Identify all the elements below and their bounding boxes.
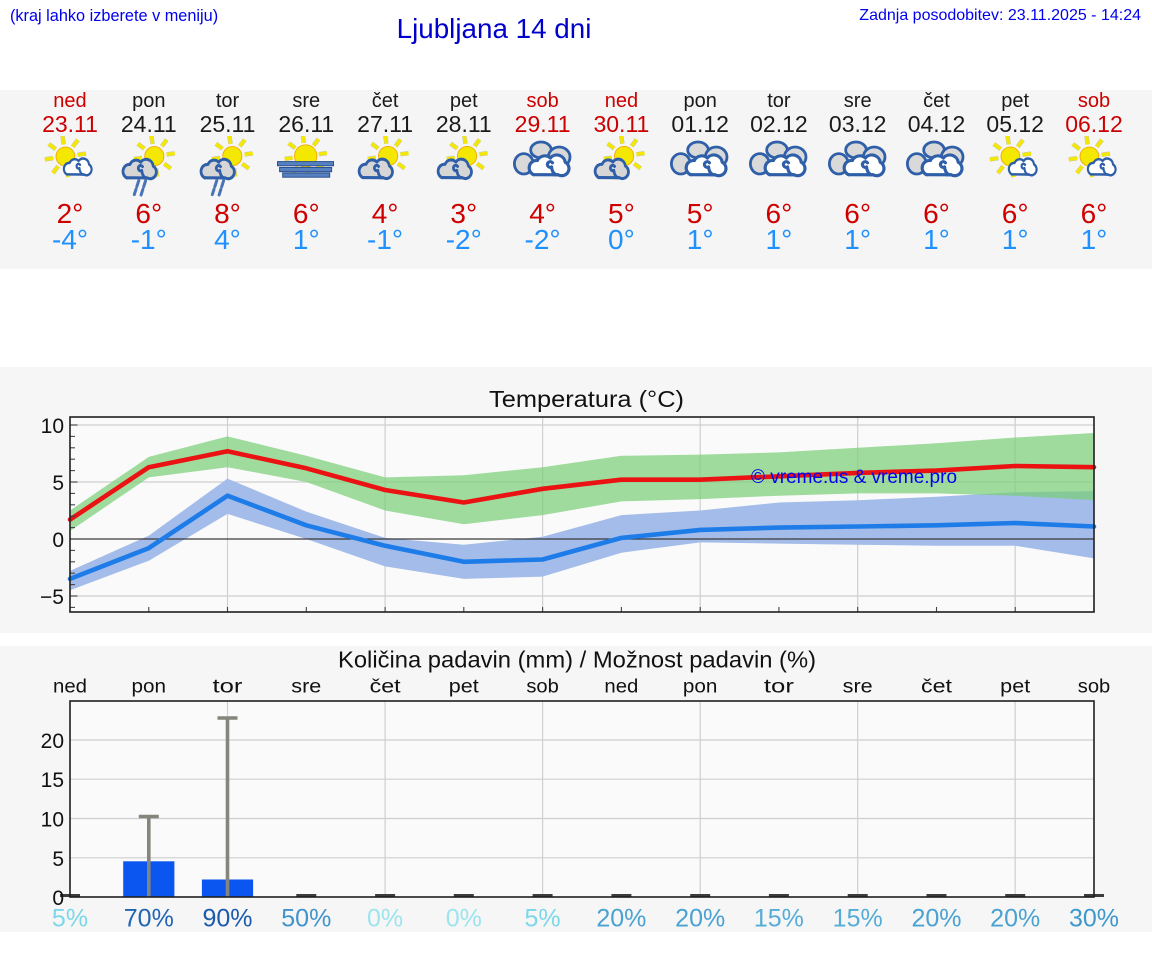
svg-text:50%: 50%: [281, 905, 331, 933]
svg-text:5%: 5%: [525, 905, 561, 933]
svg-text:20: 20: [41, 730, 64, 753]
svg-text:sre: sre: [843, 676, 873, 698]
svg-text:pon: pon: [132, 676, 167, 698]
svg-text:5: 5: [52, 848, 64, 871]
svg-text:pet: pet: [1000, 676, 1031, 698]
svg-text:20%: 20%: [911, 905, 961, 933]
svg-text:ned: ned: [53, 676, 87, 698]
svg-text:0%: 0%: [446, 905, 482, 933]
svg-text:čet: čet: [921, 676, 953, 698]
svg-text:70%: 70%: [124, 905, 174, 933]
svg-text:pet: pet: [449, 676, 480, 698]
svg-text:ned: ned: [604, 676, 638, 698]
svg-text:20%: 20%: [990, 905, 1040, 933]
svg-text:© vreme.us & vreme.pro: © vreme.us & vreme.pro: [751, 467, 957, 488]
svg-text:15%: 15%: [833, 905, 883, 933]
svg-text:30%: 30%: [1069, 905, 1119, 933]
svg-text:tor: tor: [213, 676, 244, 698]
svg-text:Količina padavin (mm) / Možnos: Količina padavin (mm) / Možnost padavin …: [338, 647, 816, 673]
svg-text:10: 10: [41, 809, 64, 832]
svg-text:0%: 0%: [367, 905, 403, 933]
svg-text:10: 10: [41, 415, 64, 438]
svg-text:čet: čet: [370, 676, 402, 698]
svg-text:Temperatura (°C): Temperatura (°C): [489, 386, 684, 412]
svg-text:90%: 90%: [202, 905, 252, 933]
svg-text:0: 0: [52, 529, 64, 552]
svg-text:20%: 20%: [675, 905, 725, 933]
svg-text:−5: −5: [40, 586, 64, 609]
svg-text:15%: 15%: [754, 905, 804, 933]
svg-text:5%: 5%: [52, 905, 88, 933]
svg-text:sob: sob: [526, 676, 559, 698]
svg-text:0: 0: [52, 887, 64, 910]
svg-text:15: 15: [41, 769, 64, 792]
svg-text:sob: sob: [1078, 676, 1111, 698]
svg-text:5: 5: [52, 472, 64, 495]
svg-text:tor: tor: [764, 676, 795, 698]
svg-text:20%: 20%: [596, 905, 646, 933]
svg-text:pon: pon: [683, 676, 718, 698]
svg-text:sre: sre: [291, 676, 321, 698]
